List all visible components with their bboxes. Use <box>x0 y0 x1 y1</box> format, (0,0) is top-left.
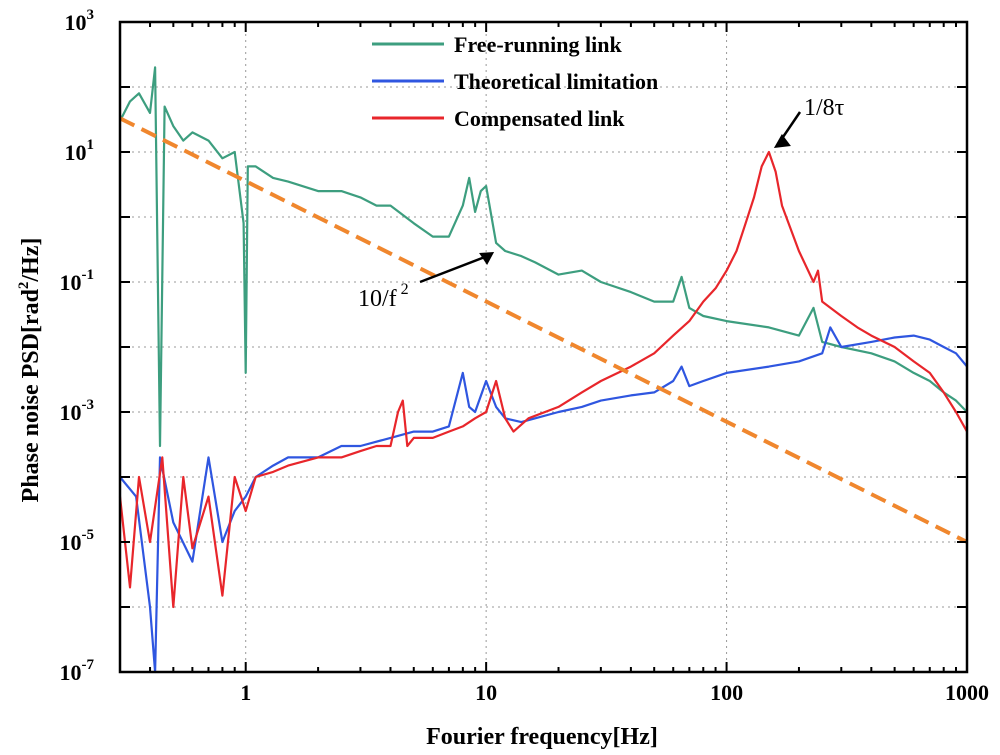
series-line-1 <box>119 326 968 674</box>
y-axis-title-main: Phase noise PSD[rad <box>18 288 44 502</box>
y-tick-exp: -1 <box>82 267 95 283</box>
y-tick-base: 10 <box>60 400 82 425</box>
x-tick-label: 10 <box>475 680 497 705</box>
x-tick-label: 1000 <box>945 680 989 705</box>
x-tick-label: 1 <box>240 680 251 705</box>
annotation-arrowhead-peak <box>773 134 791 148</box>
series-line-2 <box>118 150 968 609</box>
y-tick-label: 103 <box>65 7 95 35</box>
y-tick-label: 10-5 <box>60 527 95 555</box>
y-tick-exp: -5 <box>82 527 95 543</box>
y-tick-exp: 3 <box>87 7 95 23</box>
annotation-slope-sup: 2 <box>401 281 409 298</box>
y-axis-title: Phase noise PSD[rad2/Hz] <box>16 238 44 503</box>
series-line-0 <box>119 66 968 448</box>
annotations: 1/8τ 10/f 2 <box>358 95 845 312</box>
legend-label-2: Compensated link <box>454 106 625 131</box>
y-axis-title-sup: 2 <box>16 282 32 290</box>
x-tick-label: 100 <box>710 680 743 705</box>
y-tick-exp: 1 <box>87 137 95 153</box>
y-tick-base: 10 <box>60 530 82 555</box>
legend-label-1: Theoretical limitation <box>454 69 658 94</box>
y-tick-base: 10 <box>65 10 87 35</box>
y-tick-base: 10 <box>65 140 87 165</box>
series-layer <box>118 66 968 674</box>
x-axis-title: Fourier frequency[Hz] <box>426 724 658 750</box>
legend: Free-running link Theoretical limitation C… <box>372 32 658 131</box>
y-tick-base: 10 <box>60 270 82 295</box>
y-tick-base: 10 <box>60 660 82 685</box>
y-tick-label: 10-1 <box>60 267 95 295</box>
y-tick-exp: -7 <box>82 657 95 673</box>
y-tick-label: 10-3 <box>60 397 95 425</box>
y-axis-title-tail: /Hz] <box>18 238 44 283</box>
annotation-label-peak: 1/8τ <box>804 95 845 121</box>
annotation-arrow-slope <box>419 253 491 284</box>
annotation-slope-main: 10/f <box>358 286 397 312</box>
y-tick-label: 101 <box>65 137 95 165</box>
y-tick-exp: -3 <box>82 397 95 413</box>
annotation-label-slope: 10/f 2 <box>358 281 409 312</box>
legend-label-0: Free-running link <box>454 32 622 57</box>
series-line-3 <box>119 116 968 544</box>
annotation-arrowhead-slope <box>479 251 495 265</box>
y-tick-label: 10-7 <box>60 657 95 685</box>
